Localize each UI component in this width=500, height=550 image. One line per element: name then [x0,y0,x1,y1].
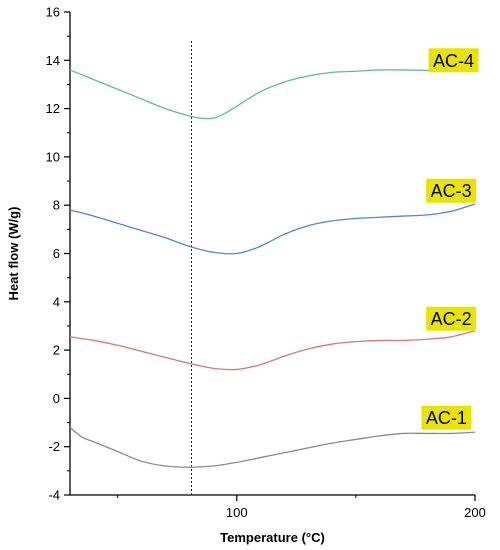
y-tick-label: 4 [53,294,60,309]
series-line-ac-4 [69,69,476,120]
series-label-highlight [426,306,477,331]
y-tick-label: 14 [46,53,60,68]
y-tick-label: 8 [53,198,60,213]
series-label-highlight [421,405,472,430]
y-tick-label: 12 [46,101,60,116]
series-layer [69,69,476,468]
series-label-ac-3: AC-3 [431,181,472,201]
series-line-ac-1 [69,426,476,468]
axes: -4 -2 0 2 4 6 8 10 12 14 16 100 200 [46,5,486,521]
y-ticks: -4 -2 0 2 4 6 8 10 12 14 16 [46,5,70,503]
y-tick-label: -2 [48,439,60,454]
series-labels: AC-4 AC-3 AC-2 AC-1 [421,48,479,430]
y-tick-label: 2 [53,343,60,358]
series-label-ac-2: AC-2 [431,309,472,329]
y-axis-title: Heat flow (W/g) [6,207,21,301]
series-label-ac-1: AC-1 [426,408,467,428]
x-ticks: 100 200 [117,495,486,520]
y-tick-label: 6 [53,246,60,261]
y-tick-label: -4 [48,488,60,503]
series-label-highlight [428,48,479,73]
x-tick-label: 200 [464,505,486,520]
y-tick-label: 16 [46,5,60,20]
x-axis-title: Temperature (°C) [220,530,325,545]
x-tick-label: 100 [226,505,248,520]
y-tick-label: 0 [53,391,60,406]
series-line-ac-2 [69,330,476,371]
series-line-ac-3 [69,203,476,255]
y-tick-label: 10 [46,149,60,164]
series-label-ac-4: AC-4 [433,51,474,71]
series-label-highlight [426,178,477,203]
